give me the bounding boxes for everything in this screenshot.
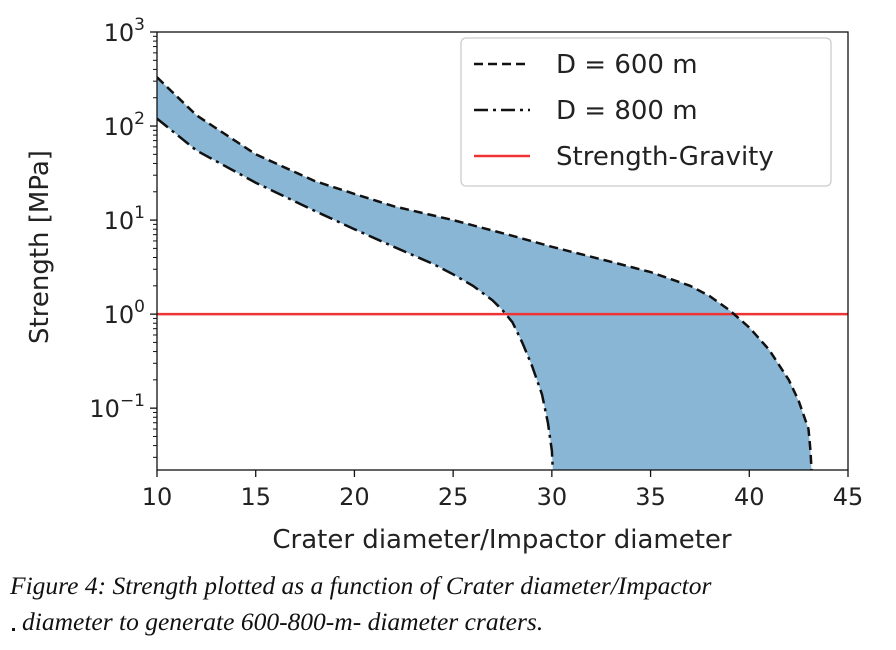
- y-axis-label: Strength [MPa]: [25, 150, 55, 344]
- y-tick-label: 101: [104, 203, 145, 235]
- series-d800-line: [157, 117, 555, 470]
- caption-mark: [12, 628, 15, 631]
- y-tick-label: 102: [104, 109, 145, 141]
- legend-box: [460, 37, 832, 187]
- x-tick-label: 20: [339, 483, 370, 511]
- y-tick-label: 10−1: [89, 391, 145, 423]
- caption-line-1: Figure 4: Strength plotted as a function…: [10, 571, 712, 600]
- legend: D = 600 m D = 800 m Strength-Gravity: [460, 37, 832, 187]
- x-tick-label: 30: [537, 483, 568, 511]
- x-tick-label: 15: [240, 483, 271, 511]
- figure-caption: Figure 4: Strength plotted as a function…: [10, 568, 890, 640]
- legend-entry-strength-gravity-label: Strength-Gravity: [556, 142, 774, 172]
- chart: 10 15 20 25 30 35 40 45 103 102 101 100 10−1 Crater…: [25, 15, 864, 555]
- fill-band: [157, 77, 812, 470]
- axes-frame: [156, 31, 849, 471]
- legend-entry-d800-label: D = 800 m: [556, 96, 698, 126]
- x-tick-label: 40: [734, 483, 765, 511]
- x-tick-label: 25: [438, 483, 469, 511]
- y-axis: 103 102 101 100 10−1: [89, 15, 157, 458]
- x-tick-label: 10: [142, 483, 173, 511]
- plot-area: [156, 31, 849, 471]
- series-d600-line: [157, 76, 813, 470]
- y-tick-label: 103: [104, 15, 145, 47]
- caption-line-2: diameter to generate 600-800-m- diameter…: [22, 607, 544, 636]
- x-tick-label: 45: [833, 483, 864, 511]
- x-axis: 10 15 20 25 30 35 40 45: [142, 470, 864, 511]
- x-tick-label: 35: [635, 483, 666, 511]
- legend-entry-d600-label: D = 600 m: [556, 50, 698, 80]
- y-tick-label: 100: [104, 297, 145, 329]
- x-axis-label: Crater diameter/Impactor diameter: [272, 525, 732, 555]
